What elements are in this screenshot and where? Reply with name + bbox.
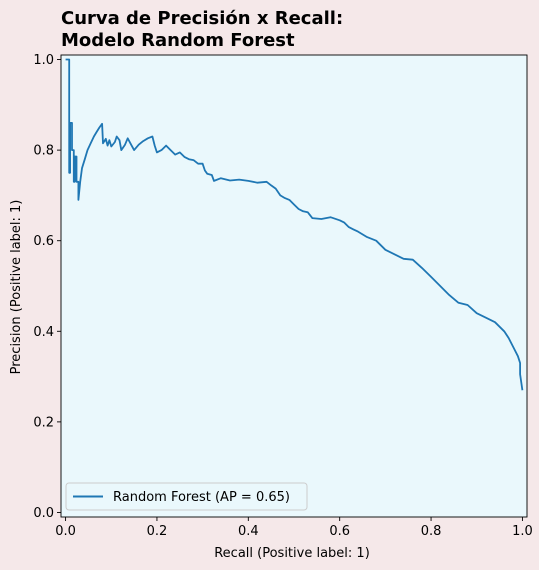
chart-title-line-2: Modelo Random Forest <box>61 30 295 51</box>
y-tick-label: 0.0 <box>33 506 54 521</box>
y-tick-label: 0.8 <box>33 144 54 159</box>
y-tick-label: 0.6 <box>33 234 54 249</box>
legend-label-random-forest: Random Forest (AP = 0.65) <box>113 490 290 505</box>
y-axis-label: Precision (Positive label: 1) <box>9 200 24 375</box>
x-axis-label: Recall (Positive label: 1) <box>214 546 370 561</box>
x-tick-label: 0.4 <box>238 524 259 539</box>
plot-frame <box>60 54 528 518</box>
y-axis-ticks: 0.0 0.2 0.4 0.6 0.8 1.0 <box>33 53 61 521</box>
plot-area <box>61 55 527 517</box>
legend: Random Forest (AP = 0.65) <box>65 482 308 511</box>
chart-title-line-1: Curva de Precisión x Recall: <box>61 8 344 29</box>
x-tick-label: 0.6 <box>329 524 350 539</box>
x-tick-label: 1.0 <box>512 524 533 539</box>
x-axis-ticks: 0.0 0.2 0.4 0.6 0.8 1.0 <box>55 517 533 539</box>
legend-box <box>65 482 308 511</box>
y-tick-label: 0.2 <box>33 415 54 430</box>
series-line-random-forest <box>65 58 524 391</box>
x-tick-label: 0.2 <box>147 524 168 539</box>
x-tick-label: 0.8 <box>421 524 442 539</box>
y-tick-label: 1.0 <box>33 53 54 68</box>
y-tick-label: 0.4 <box>33 325 54 340</box>
x-tick-label: 0.0 <box>55 524 76 539</box>
